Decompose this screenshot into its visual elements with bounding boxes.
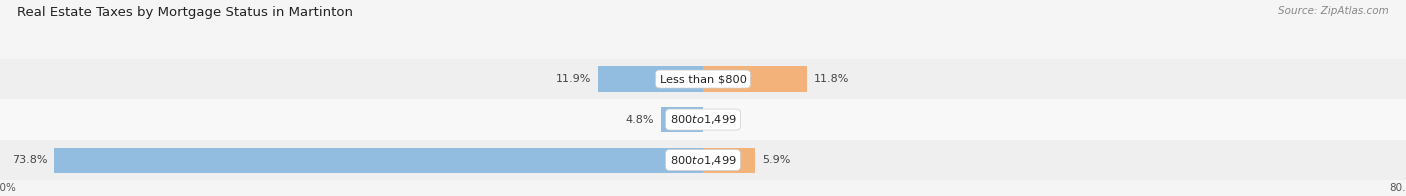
Text: 11.9%: 11.9% — [555, 74, 592, 84]
Bar — [661, 107, 703, 132]
Text: $800 to $1,499: $800 to $1,499 — [669, 154, 737, 167]
Text: Real Estate Taxes by Mortgage Status in Martinton: Real Estate Taxes by Mortgage Status in … — [17, 6, 353, 19]
Bar — [55, 148, 703, 173]
Bar — [703, 66, 807, 92]
Text: 73.8%: 73.8% — [13, 155, 48, 165]
Text: 11.8%: 11.8% — [814, 74, 849, 84]
Text: 5.9%: 5.9% — [762, 155, 790, 165]
Bar — [0, 59, 1406, 99]
Bar — [703, 148, 755, 173]
Bar — [0, 99, 1406, 140]
Text: Less than $800: Less than $800 — [659, 74, 747, 84]
Text: 4.8%: 4.8% — [626, 114, 654, 125]
Text: Source: ZipAtlas.com: Source: ZipAtlas.com — [1278, 6, 1389, 16]
Text: $800 to $1,499: $800 to $1,499 — [669, 113, 737, 126]
Bar — [599, 66, 703, 92]
Text: 0.0%: 0.0% — [710, 114, 738, 125]
Bar — [0, 140, 1406, 180]
